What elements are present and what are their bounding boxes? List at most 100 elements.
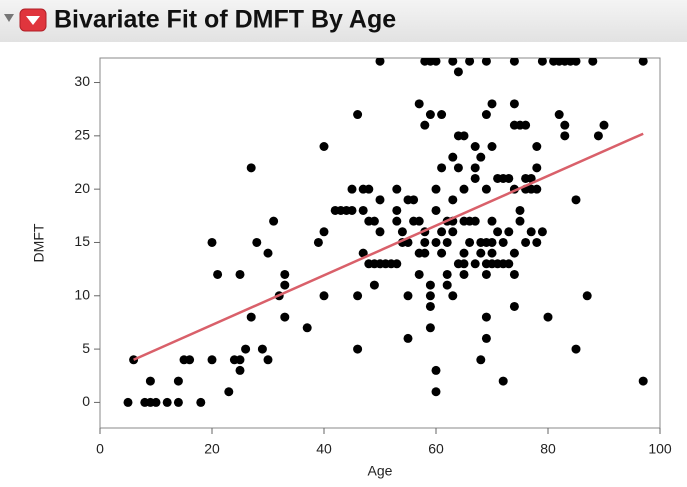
point [509, 58, 519, 66]
chart-title: Bivariate Fit of DMFT By Age [54, 6, 396, 34]
point [459, 131, 469, 141]
point [425, 301, 435, 311]
point [151, 397, 161, 407]
point [431, 237, 441, 247]
point [470, 142, 480, 152]
point [481, 58, 491, 66]
point [526, 227, 536, 237]
point [537, 227, 547, 237]
point [465, 58, 475, 66]
point [487, 216, 497, 226]
plot-area [123, 58, 648, 407]
point [397, 227, 407, 237]
point [448, 195, 458, 205]
point [459, 248, 469, 258]
point [470, 259, 480, 269]
point [526, 173, 536, 183]
x-tick-label: 20 [204, 441, 220, 457]
point [319, 291, 329, 301]
point [448, 152, 458, 162]
point [571, 344, 581, 354]
point [145, 376, 155, 386]
point [453, 67, 463, 77]
point [173, 397, 183, 407]
x-tick-label: 40 [316, 441, 332, 457]
point [459, 259, 469, 269]
y-axis-label: DMFT [31, 223, 47, 262]
point [347, 184, 357, 194]
point [532, 163, 542, 173]
x-tick-label: 60 [428, 441, 444, 457]
point [375, 227, 385, 237]
point [392, 184, 402, 194]
point [560, 131, 570, 141]
point [235, 355, 245, 365]
point [246, 163, 256, 173]
point [420, 248, 430, 258]
point [437, 227, 447, 237]
point [582, 291, 592, 301]
point [588, 58, 598, 66]
point [392, 216, 402, 226]
point [403, 333, 413, 343]
point [353, 110, 363, 120]
point [470, 216, 480, 226]
point [280, 312, 290, 322]
point [493, 227, 503, 237]
point [560, 120, 570, 130]
point [364, 184, 374, 194]
plot-frame [99, 57, 661, 429]
point [196, 397, 206, 407]
point [521, 120, 531, 130]
point [246, 312, 256, 322]
point [403, 291, 413, 301]
point [543, 312, 553, 322]
point [532, 237, 542, 247]
point [431, 58, 441, 66]
point [313, 237, 323, 247]
point [207, 355, 217, 365]
point [481, 110, 491, 120]
point [571, 58, 581, 66]
x-tick-label: 80 [540, 441, 556, 457]
point [481, 184, 491, 194]
point [319, 227, 329, 237]
y-tick-label: 20 [74, 180, 90, 196]
point [263, 248, 273, 258]
point [487, 142, 497, 152]
point [498, 376, 508, 386]
point [448, 227, 458, 237]
point [509, 301, 519, 311]
point [319, 142, 329, 152]
point [537, 58, 547, 66]
point [459, 184, 469, 194]
point [235, 365, 245, 375]
point [504, 259, 514, 269]
point [476, 248, 486, 258]
point [638, 376, 648, 386]
point [470, 163, 480, 173]
point [437, 110, 447, 120]
disclosure-triangle[interactable] [4, 14, 14, 22]
point [521, 237, 531, 247]
point [420, 120, 430, 130]
point [453, 163, 463, 173]
menu-arrow [26, 16, 40, 25]
point [437, 248, 447, 258]
point [263, 355, 273, 365]
x-tick-label: 0 [96, 441, 104, 457]
point [224, 387, 234, 397]
y-tick-label: 5 [82, 340, 90, 356]
point [425, 291, 435, 301]
point [431, 184, 441, 194]
point [369, 280, 379, 290]
point [302, 323, 312, 333]
point [442, 269, 452, 279]
point [448, 291, 458, 301]
y-tick-label: 10 [74, 286, 90, 302]
point [593, 131, 603, 141]
point [509, 269, 519, 279]
fit-line [133, 132, 644, 361]
y-tick-label: 15 [74, 233, 90, 249]
point [481, 333, 491, 343]
